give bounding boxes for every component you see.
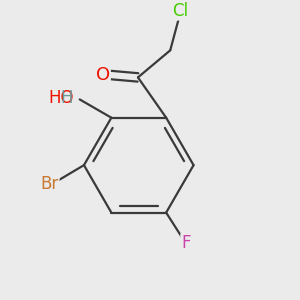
- Text: H: H: [60, 89, 73, 107]
- Text: Cl: Cl: [172, 2, 188, 20]
- Text: F: F: [181, 234, 190, 252]
- Text: HO: HO: [49, 89, 74, 107]
- Text: O: O: [96, 66, 110, 84]
- Text: Br: Br: [40, 175, 59, 193]
